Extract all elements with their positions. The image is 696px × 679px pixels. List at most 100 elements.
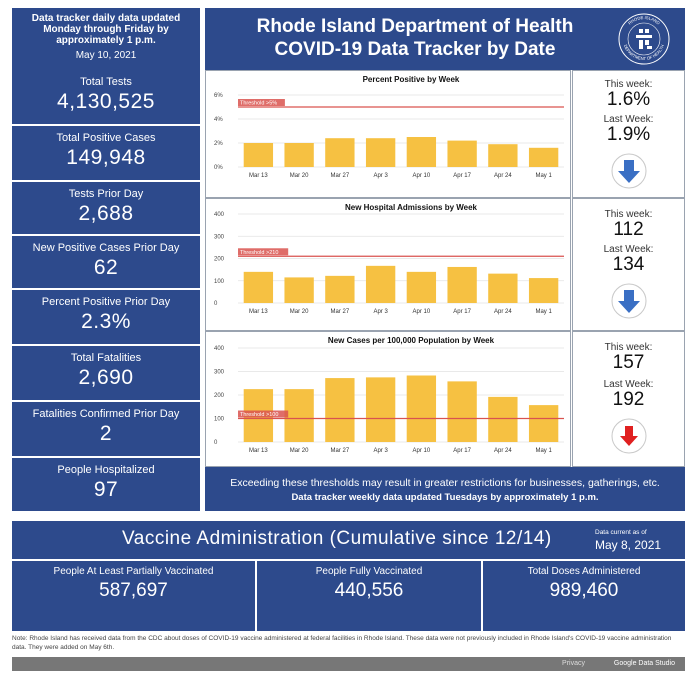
- bar: [406, 271, 437, 303]
- y-tick-label: 300: [214, 370, 225, 376]
- bar: [488, 273, 518, 303]
- x-tick-label: Apr 17: [453, 448, 471, 454]
- side-panel-new-cases: This week: 157 Last Week: 192: [572, 331, 685, 467]
- stat-value: 2.3%: [81, 310, 131, 333]
- x-tick-label: Mar 27: [331, 448, 350, 454]
- x-tick-label: Mar 13: [249, 173, 268, 179]
- vaccine-note: Note: Rhode Island has received data fro…: [12, 635, 672, 651]
- stat-value: 4,130,525: [57, 90, 155, 113]
- bar: [528, 278, 559, 303]
- stat-box: New Positive Cases Prior Day 62: [12, 236, 200, 288]
- threshold-label: Threshold >210: [240, 250, 278, 256]
- bar: [528, 147, 559, 167]
- stat-value: 2,688: [78, 202, 134, 225]
- x-tick-label: Apr 3: [373, 448, 388, 454]
- vaccine-box-value: 989,460: [549, 580, 619, 601]
- x-tick-label: Apr 17: [453, 173, 471, 179]
- bar: [365, 377, 396, 442]
- data-current-label: Data current as of: [595, 529, 647, 536]
- stat-label: Total Tests: [80, 76, 132, 88]
- x-tick-label: Apr 24: [494, 173, 512, 179]
- last-week-value: 1.9%: [606, 124, 651, 145]
- y-tick-label: 400: [214, 212, 225, 218]
- bar: [488, 396, 518, 442]
- bar: [284, 277, 314, 303]
- vaccine-section-title: Vaccine Administration (Cumulative since…: [122, 528, 552, 549]
- x-tick-label: Mar 13: [249, 448, 268, 454]
- last-week-value: 134: [612, 254, 645, 275]
- y-tick-label: 400: [214, 346, 225, 352]
- ri-health-seal-logo: RHODE ISLAND DEPARTMENT OF HEALTH: [618, 13, 670, 65]
- chart-title: Percent Positive by Week: [363, 75, 460, 84]
- report-date: May 10, 2021: [75, 50, 137, 61]
- stat-box: People Hospitalized 97: [12, 458, 200, 511]
- bar: [284, 143, 314, 167]
- chart-title: New Cases per 100,000 Population by Week: [328, 336, 495, 345]
- threshold-label-bg: [238, 248, 289, 256]
- bar: [447, 140, 477, 167]
- vaccine-box-label: People At Least Partially Vaccinated: [53, 566, 214, 577]
- vaccine-box-doses: Total Doses Administered 989,460: [483, 561, 685, 631]
- threshold-notice-text: Exceeding these thresholds may result in…: [230, 477, 660, 489]
- bar: [325, 378, 355, 442]
- bar: [406, 137, 437, 167]
- stat-value: 2: [99, 422, 113, 445]
- stat-value: 149,948: [66, 146, 146, 169]
- x-tick-label: Mar 20: [290, 309, 309, 315]
- update-schedule-text: Data tracker daily data updated Monday t…: [31, 13, 181, 46]
- threshold-label: Threshold >100: [240, 412, 278, 418]
- bar: [243, 143, 274, 167]
- trend-down-arrow-red-icon: [611, 418, 646, 454]
- bar: [365, 138, 396, 167]
- stat-label: Fatalities Confirmed Prior Day: [32, 408, 180, 420]
- stat-label: Percent Positive Prior Day: [41, 296, 171, 308]
- stat-box: Percent Positive Prior Day 2.3%: [12, 290, 200, 344]
- y-tick-label: 200: [214, 257, 225, 263]
- stat-label: Total Positive Cases: [56, 132, 156, 144]
- last-week-label: Last Week:: [603, 244, 654, 255]
- vaccine-box-partial: People At Least Partially Vaccinated 587…: [12, 561, 255, 631]
- data-studio-brand-link[interactable]: Google Data Studio: [613, 660, 675, 667]
- data-current-date: May 8, 2021: [595, 538, 662, 552]
- stat-value: 2,690: [78, 366, 134, 389]
- stat-box: Total Positive Cases 149,948: [12, 126, 200, 180]
- last-week-value: 192: [612, 389, 645, 410]
- hospital-admissions-chart-svg: New Hospital Admissions by Week 0 100 200 30…: [214, 203, 564, 315]
- trend-down-arrow-icon: [611, 153, 646, 189]
- bar: [488, 144, 518, 167]
- x-tick-label: Apr 24: [494, 309, 512, 315]
- privacy-link[interactable]: Privacy: [562, 660, 585, 667]
- threshold-label-bg: [238, 410, 289, 418]
- stat-label: New Positive Cases Prior Day: [32, 242, 180, 254]
- x-tick-label: Apr 24: [494, 448, 512, 454]
- chart-new-cases: New Cases per 100,000 Population by Week…: [205, 331, 571, 467]
- this-week-value: 157: [612, 352, 645, 373]
- bar: [447, 266, 477, 303]
- bar: [447, 381, 477, 442]
- vaccine-box-value: 587,697: [99, 580, 168, 601]
- y-tick-label: 200: [214, 393, 225, 399]
- x-tick-label: Apr 3: [373, 309, 388, 315]
- new-cases-chart-svg: New Cases per 100,000 Population by Week…: [214, 336, 564, 454]
- stat-label: People Hospitalized: [57, 464, 155, 476]
- page-header: Rhode Island Department of Health COVID-…: [205, 8, 685, 70]
- update-info-box: Data tracker daily data updated Monday t…: [12, 8, 200, 70]
- y-tick-label: 100: [214, 279, 225, 285]
- x-tick-label: Apr 10: [413, 448, 431, 454]
- last-week-label: Last Week:: [603, 379, 654, 390]
- stat-label: Tests Prior Day: [68, 188, 144, 200]
- x-tick-label: Mar 20: [290, 173, 309, 179]
- percent-positive-chart-svg: Percent Positive by Week 0% 2% 4% 6% Mar 13 Ma…: [214, 75, 564, 179]
- bar: [325, 275, 355, 303]
- stat-box: Total Tests 4,130,525: [12, 70, 200, 124]
- chart-hospital-admissions: New Hospital Admissions by Week 0 100 200 30…: [205, 198, 571, 331]
- stat-value: 62: [93, 256, 119, 279]
- x-tick-label: Apr 17: [453, 309, 471, 315]
- vaccine-section-header: Vaccine Administration (Cumulative since…: [12, 521, 685, 559]
- y-tick-label: 300: [214, 234, 225, 240]
- bar: [243, 271, 274, 303]
- weekly-update-text: Data tracker weekly data updated Tuesday…: [291, 492, 599, 503]
- bar: [325, 138, 355, 167]
- x-tick-label: Mar 27: [331, 309, 350, 315]
- x-tick-label: Mar 20: [290, 448, 309, 454]
